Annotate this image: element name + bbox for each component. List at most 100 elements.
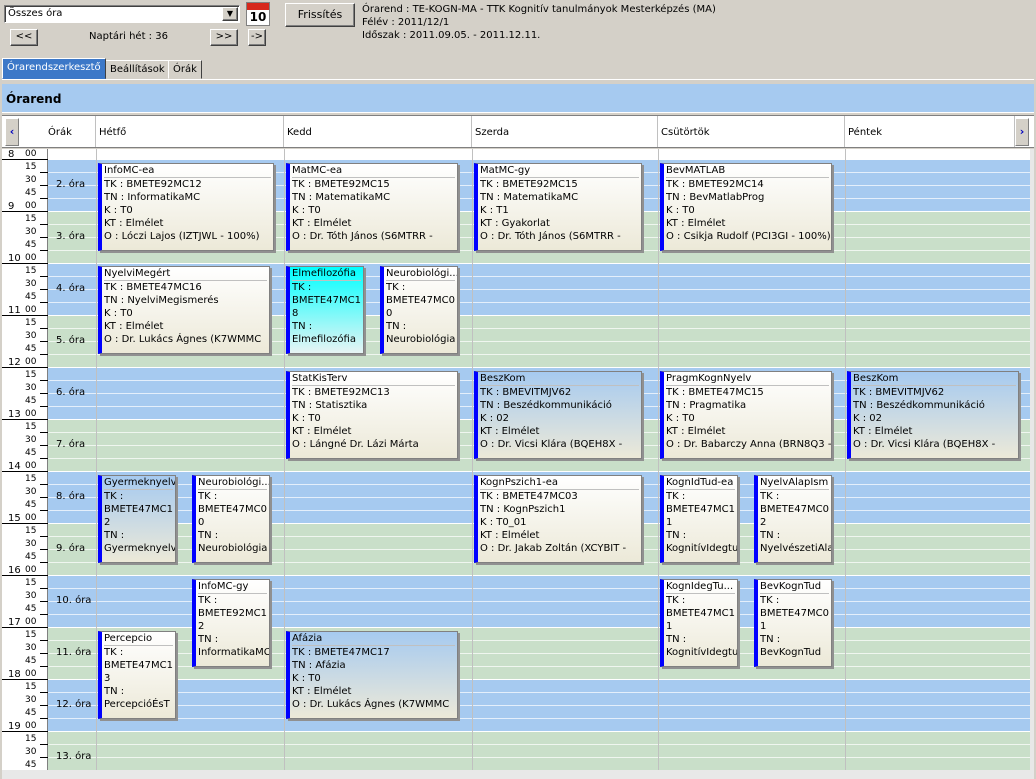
minute-label: 15 [25,734,37,744]
class-title: NyelviMegért [104,267,267,281]
class-event[interactable]: KognIdegTu... TK : BMETE47MC1 1 TN : Kognitív… [660,579,738,667]
class-detail: Neurobiológia [198,543,268,554]
schedule-filter-select[interactable]: Összes óra [4,5,240,23]
class-event[interactable]: Neurobiológi... TK : BMETE47MC0 0 TN : Neurob… [380,266,458,354]
class-detail: TK : [292,282,312,293]
hour-label: 10 [8,253,21,264]
hour-label: 16 [8,565,21,576]
class-detail: O : Dr. Babarczy Anna (BRN8Q3 - [666,439,831,450]
column-thursday[interactable]: Csütörtök [658,116,845,147]
dropdown-arrow-icon[interactable]: ▼ [222,7,238,21]
vertical-scrollbar[interactable] [1030,149,1034,770]
class-detail: TN : [198,530,219,541]
minute-label: 30 [25,227,37,237]
class-detail: K : T0 [292,205,321,216]
class-title: PragmKognNyelv [666,372,829,386]
class-detail: KT : Elmélet [292,218,352,229]
class-detail: KT : Elmélet [666,218,726,229]
class-detail: 2 [760,517,767,528]
tab-classes[interactable]: Órák [168,60,202,79]
minute-label: 30 [25,643,37,653]
prev-week-button[interactable]: << [10,29,38,46]
class-detail: TN : InformatikaMC [104,192,201,203]
class-event[interactable]: BevMATLAB TK : BMETE92MC14 TN : BevMatlabP… [660,163,832,251]
minute-label: 15 [25,162,37,172]
minute-label: 30 [25,747,37,757]
class-event[interactable]: NyelviMegért TK : BMETE47MC16 TN : NyelviM… [98,266,270,354]
class-detail: KognitívIdegtu [666,647,737,658]
minute-label: 30 [25,331,37,341]
class-detail: TK : [198,595,218,606]
class-detail: BMETE47MC1 [104,660,173,671]
goto-week-button[interactable]: -> [248,29,266,46]
minute-label: 15 [25,630,37,640]
class-event[interactable]: BeszKom TK : BMEVITMJV62 TN : Beszédkommun… [474,371,642,459]
period-range: Időszak : 2011.09.05. - 2011.12.11. [362,30,541,41]
horizontal-scrollbar[interactable] [2,770,1034,779]
minute-label: 15 [25,526,37,536]
class-detail: TN : [292,321,313,332]
class-event[interactable]: BeszKom TK : BMEVITMJV62 TN : Beszédkommun… [847,371,1019,459]
class-event[interactable]: BevKognTud TK : BMETE47MC0 1 TN : BevKognTud [754,579,832,667]
class-title: InfoMC-gy [198,580,267,594]
tab-settings[interactable]: Beállítások [105,60,170,79]
class-detail: KT : Elmélet [480,426,540,437]
calendar-icon[interactable]: 10 [246,2,270,26]
time-column: 00 15 30 45 8 00 15 30 45 9 00 15 30 45 10 00 15 30 45 11 00… [2,149,48,774]
column-friday[interactable]: Péntek [845,116,1015,147]
calendar-day: 10 [249,10,267,24]
class-event[interactable]: InfoMC-ea TK : BMETE92MC12 TN : Informatik… [98,163,274,251]
class-detail: O : Dr. Tóth János (S6MTRR - [480,231,621,242]
class-event[interactable]: KognPszich1-ea TK : BMETE47MC03 TN : KognP… [474,475,642,563]
column-monday[interactable]: Hétfő [96,116,284,147]
class-event[interactable]: Afázia TK : BMETE47MC17 TN : Afázia K : T0 K… [286,631,458,719]
minute-label: 15 [25,318,37,328]
period-label: 6. óra [56,387,86,398]
next-week-button[interactable]: >> [210,29,238,46]
class-event[interactable]: StatKisTerv TK : BMETE92MC13 TN : Statiszt… [286,371,458,459]
hour-label: 15 [8,513,21,524]
class-title: Afázia [292,632,455,646]
class-detail: BMETE47MC0 [198,504,267,515]
class-detail: TN : [760,634,781,645]
minute-label: 15 [25,474,37,484]
prev-day-arrow-icon[interactable]: ‹ [5,118,19,146]
period-label: 3. óra [56,231,86,242]
class-detail: 1 [760,621,767,632]
hour-label: 11 [8,305,21,316]
next-day-arrow-icon[interactable]: › [1015,118,1029,146]
tab-schedule-editor[interactable]: Órarendszerkesztő [2,58,106,79]
class-event[interactable]: PragmKognNyelv TK : BMETE47MC15 TN : Pragm… [660,371,832,459]
class-detail: TK : BMEVITMJV62 [853,387,945,398]
class-detail: TK : BMETE92MC14 [666,179,764,190]
minute-label: 30 [25,175,37,185]
class-detail: TN : Afázia [292,660,346,671]
class-event[interactable]: MatMC-ea TK : BMETE92MC15 TN : MatematikaM… [286,163,458,251]
refresh-button[interactable]: Frissítés [285,3,355,27]
class-event[interactable]: Neurobiológi... TK : BMETE47MC0 0 TN : Neurob… [192,475,270,563]
class-detail: KT : Gyakorlat [480,218,550,229]
class-detail: BMETE47MC0 [760,608,829,619]
class-event[interactable]: KognIdTud-ea TK : BMETE47MC1 1 TN : KognitívI… [660,475,738,563]
class-detail: TK : BMETE47MC16 [104,282,202,293]
class-detail: TK : [666,491,686,502]
class-event[interactable]: Percepcio TK : BMETE47MC1 3 TN : PercepcióÉsT [98,631,176,719]
class-event[interactable]: NyelvAlapIsm TK : BMETE47MC0 2 TN : Nyelvésze… [754,475,832,563]
class-detail: O : Csikja Rudolf (PCI3GI - 100%) [666,231,831,242]
class-event[interactable]: Gyermeknyelv TK : BMETE47MC1 2 TN : Gyermekny… [98,475,176,563]
column-tuesday[interactable]: Kedd [284,116,472,147]
class-detail: 1 [666,621,673,632]
class-event[interactable]: MatMC-gy TK : BMETE92MC15 TN : MatematikaM… [474,163,642,251]
timetable-grid[interactable]: 2. óra 3. óra 4. óra 5. óra 6. óra 7. óra 8. ó… [2,149,1034,779]
class-event[interactable]: InfoMC-gy TK : BMETE92MC1 2 TN : InformatikaM… [192,579,270,667]
class-detail: TN : Pragmatika [666,400,747,411]
class-title: MatMC-gy [480,164,639,178]
class-detail: TN : Statisztika [292,400,368,411]
column-wednesday[interactable]: Szerda [472,116,658,147]
minute-label: 30 [25,539,37,549]
class-detail: KT : Elmélet [104,218,164,229]
class-title: KognIdegTu... [666,581,735,594]
class-detail: K : T0 [292,673,321,684]
minute-label: 00 [25,669,37,679]
class-event[interactable]: Elmefilozófia TK : BMETE47MC1 8 TN : Elmefilo… [286,266,364,354]
